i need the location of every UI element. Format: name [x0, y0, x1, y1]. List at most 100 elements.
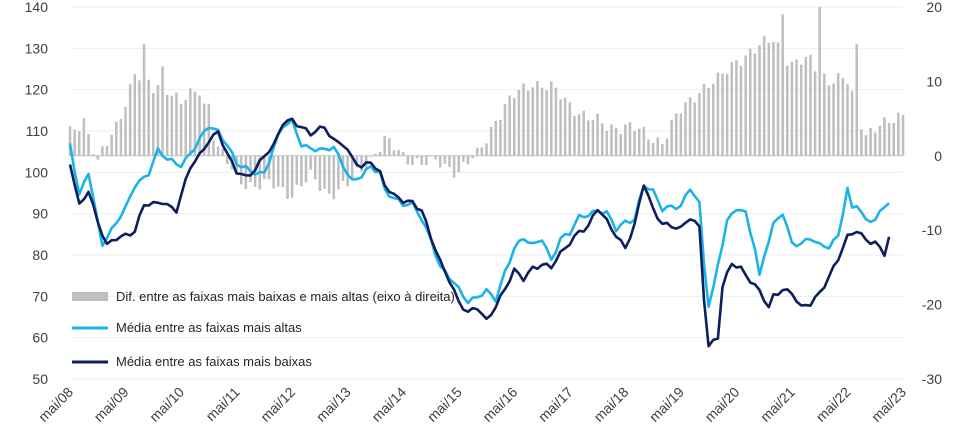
left-axis-tick-label: 80 [32, 247, 48, 263]
bar [263, 155, 266, 180]
bar [189, 88, 192, 156]
bar [846, 84, 849, 156]
bar [887, 122, 891, 156]
bar [434, 155, 437, 160]
x-axis-ticks: mai/08 mai/09 mai/10 mai/11 mai/12 mai/13 mai/… [35, 384, 909, 425]
x-axis-tick-label: mai/14 [368, 384, 409, 425]
bar [175, 92, 178, 156]
bar [82, 118, 86, 156]
bar [239, 155, 243, 185]
legend-label-high: Média entre as faixas mais altas [116, 320, 302, 335]
left-axis-tick-label: 120 [25, 82, 49, 98]
bar [244, 155, 248, 189]
bar [411, 155, 414, 166]
bar [512, 97, 516, 156]
bar [226, 155, 229, 165]
bar [128, 84, 132, 156]
bar-series-difference [68, 7, 905, 200]
bar [818, 7, 821, 156]
bar [374, 153, 377, 156]
bar [101, 146, 104, 156]
bar [110, 134, 113, 156]
bar [193, 91, 197, 156]
bar [855, 44, 858, 156]
bar [309, 155, 312, 170]
bar [610, 124, 613, 156]
bar [378, 152, 382, 156]
bar [744, 55, 747, 156]
bar [545, 90, 548, 156]
bar [388, 138, 391, 156]
x-axis-tick-label: mai/16 [479, 384, 520, 425]
bar [596, 113, 599, 156]
left-axis-tick-label: 50 [32, 371, 48, 387]
bar [475, 147, 479, 156]
bar [286, 155, 289, 199]
bar [355, 155, 359, 168]
bar [448, 155, 451, 167]
bar [531, 87, 535, 156]
bar [860, 129, 863, 156]
bar [869, 128, 872, 156]
bar [443, 155, 447, 164]
bar [179, 103, 183, 156]
bar [600, 123, 604, 156]
bar [823, 73, 826, 156]
bar [212, 140, 215, 156]
bar [503, 104, 507, 156]
bar [633, 131, 636, 156]
bar [494, 120, 498, 156]
bar [304, 155, 308, 183]
bar [397, 150, 400, 156]
bar [582, 110, 585, 156]
bar [156, 85, 160, 156]
left-axis-tick-label: 60 [32, 330, 48, 346]
left-axis-tick-label: 90 [32, 206, 48, 222]
bar [619, 134, 622, 156]
x-axis-tick-label: mai/15 [424, 384, 465, 425]
line-series [68, 117, 891, 348]
bar [864, 135, 868, 156]
bar [897, 112, 900, 156]
bar [730, 62, 734, 156]
bar [152, 93, 155, 156]
bar [758, 45, 761, 156]
bar [318, 155, 322, 192]
bar [702, 83, 706, 156]
bar [735, 60, 738, 156]
bar [781, 14, 784, 156]
x-axis-tick-label: mai/23 [868, 384, 909, 425]
bar [716, 72, 720, 156]
bar [517, 89, 521, 156]
bar [138, 80, 141, 156]
bar [346, 155, 349, 187]
x-axis-tick-label: mai/10 [146, 384, 187, 425]
bar [115, 121, 118, 156]
bar [119, 118, 123, 156]
bar [480, 147, 484, 156]
bar [313, 155, 317, 180]
bar [772, 41, 775, 156]
bar [762, 36, 766, 156]
right-axis-tick-label: 10 [926, 73, 942, 89]
bar [587, 120, 590, 156]
legend-swatch-bars [72, 292, 108, 301]
bar [272, 155, 275, 189]
bar [688, 97, 692, 156]
bar [142, 44, 146, 156]
bar [753, 53, 757, 156]
bar [767, 42, 771, 156]
bar [295, 155, 299, 186]
bar [776, 42, 780, 156]
x-axis-tick-label: mai/12 [257, 384, 298, 425]
bar [827, 85, 831, 156]
bar [300, 155, 303, 187]
left-axis-tick-label: 110 [26, 123, 49, 139]
bar [540, 87, 544, 156]
left-axis-tick-label: 70 [32, 288, 48, 304]
left-axis-ticks: 50 60 70 80 90 100 110 120 130 140 [25, 0, 49, 387]
bar [656, 137, 660, 156]
right-axis-tick-label: 20 [926, 0, 942, 15]
bar [892, 122, 896, 156]
